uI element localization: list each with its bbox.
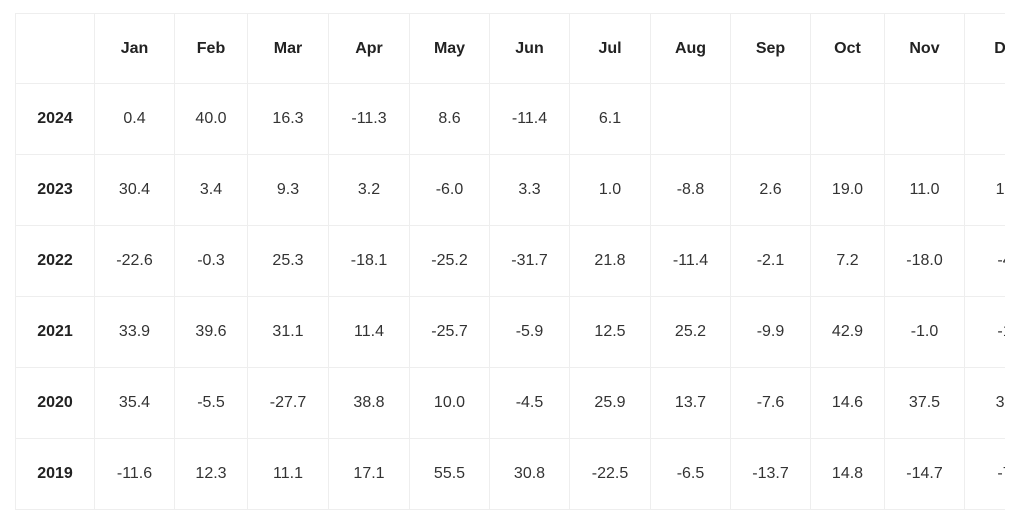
return-cell: 11.0 (885, 155, 965, 226)
return-cell: -4 (965, 226, 1005, 297)
return-cell: -7 (965, 439, 1005, 510)
month-header: Oct (811, 13, 885, 84)
return-cell: -22.6 (95, 226, 175, 297)
return-cell: 31.1 (248, 297, 329, 368)
year-label: 2023 (15, 155, 95, 226)
return-cell: -18.0 (885, 226, 965, 297)
return-cell: -31.7 (490, 226, 570, 297)
return-cell: 39.6 (175, 297, 248, 368)
year-label: 2019 (15, 439, 95, 510)
month-header: Mar (248, 13, 329, 84)
return-cell (731, 84, 811, 155)
return-cell (651, 84, 731, 155)
return-cell (965, 84, 1005, 155)
month-header: De (965, 13, 1005, 84)
return-cell: -18.1 (329, 226, 410, 297)
return-cell: -6.0 (410, 155, 490, 226)
return-cell: -25.2 (410, 226, 490, 297)
return-cell: 8.6 (410, 84, 490, 155)
return-cell: -14.7 (885, 439, 965, 510)
return-cell: 16.3 (248, 84, 329, 155)
return-cell: 25.3 (248, 226, 329, 297)
return-cell: -11.6 (95, 439, 175, 510)
return-cell: -1 (965, 297, 1005, 368)
return-cell: 40.0 (175, 84, 248, 155)
return-cell: -6.5 (651, 439, 731, 510)
return-cell: 14.6 (811, 368, 885, 439)
return-cell: -2.1 (731, 226, 811, 297)
month-header: Sep (731, 13, 811, 84)
return-cell: 12.3 (175, 439, 248, 510)
return-cell: 25.9 (570, 368, 651, 439)
return-cell: -5.9 (490, 297, 570, 368)
month-header: Apr (329, 13, 410, 84)
return-cell: -7.6 (731, 368, 811, 439)
return-cell: 2.6 (731, 155, 811, 226)
return-cell: 37.5 (885, 368, 965, 439)
return-cell: -4.5 (490, 368, 570, 439)
return-cell: 55.5 (410, 439, 490, 510)
return-cell: -9.9 (731, 297, 811, 368)
return-cell: -22.5 (570, 439, 651, 510)
return-cell: -0.3 (175, 226, 248, 297)
return-cell: 12.5 (570, 297, 651, 368)
return-cell: 14.8 (811, 439, 885, 510)
return-cell: 30.8 (490, 439, 570, 510)
return-cell: -5.5 (175, 368, 248, 439)
return-cell: 17.1 (329, 439, 410, 510)
return-cell: 13.7 (651, 368, 731, 439)
return-cell: -27.7 (248, 368, 329, 439)
return-cell: 35.4 (95, 368, 175, 439)
return-cell: 3.2 (329, 155, 410, 226)
return-cell: 9.3 (248, 155, 329, 226)
return-cell: 3.4 (175, 155, 248, 226)
return-cell: -11.3 (329, 84, 410, 155)
corner-cell (15, 13, 95, 84)
return-cell: 39 (965, 368, 1005, 439)
month-header: Nov (885, 13, 965, 84)
return-cell: 1.0 (570, 155, 651, 226)
month-header: May (410, 13, 490, 84)
year-label: 2022 (15, 226, 95, 297)
month-header: Jun (490, 13, 570, 84)
return-cell: 19.0 (811, 155, 885, 226)
return-cell (811, 84, 885, 155)
returns-table: JanFebMarAprMayJunJulAugSepOctNovDe 20240… (15, 13, 1005, 510)
year-label: 2021 (15, 297, 95, 368)
return-cell: 21.8 (570, 226, 651, 297)
return-cell: -11.4 (651, 226, 731, 297)
return-cell: 0.4 (95, 84, 175, 155)
return-cell: 3.3 (490, 155, 570, 226)
return-cell: 11.1 (248, 439, 329, 510)
return-cell: -25.7 (410, 297, 490, 368)
return-cell: 38.8 (329, 368, 410, 439)
month-header: Jul (570, 13, 651, 84)
return-cell: 33.9 (95, 297, 175, 368)
return-cell: 6.1 (570, 84, 651, 155)
return-cell: 7.2 (811, 226, 885, 297)
return-cell: 11.4 (329, 297, 410, 368)
return-cell: -13.7 (731, 439, 811, 510)
return-cell: 30.4 (95, 155, 175, 226)
return-cell: 42.9 (811, 297, 885, 368)
return-cell: 15 (965, 155, 1005, 226)
return-cell: 25.2 (651, 297, 731, 368)
month-header: Jan (95, 13, 175, 84)
return-cell: -8.8 (651, 155, 731, 226)
return-cell: -11.4 (490, 84, 570, 155)
year-label: 2024 (15, 84, 95, 155)
month-header: Aug (651, 13, 731, 84)
return-cell (885, 84, 965, 155)
return-cell: -1.0 (885, 297, 965, 368)
year-label: 2020 (15, 368, 95, 439)
return-cell: 10.0 (410, 368, 490, 439)
month-header: Feb (175, 13, 248, 84)
